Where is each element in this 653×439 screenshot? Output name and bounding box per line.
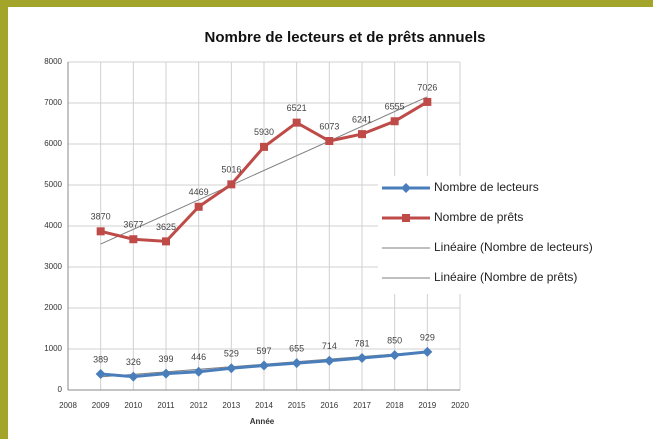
x-tick-label: 2010 [124, 401, 142, 410]
legend-label: Nombre de lecteurs [434, 180, 539, 194]
data-label: 929 [420, 332, 435, 342]
marker [259, 360, 269, 371]
marker [389, 350, 400, 361]
data-label: 597 [256, 346, 271, 356]
data-label: 5016 [221, 165, 241, 175]
x-tick-label: 2013 [222, 401, 240, 410]
data-label: 3870 [91, 212, 111, 222]
x-tick-label: 2017 [353, 401, 371, 410]
y-tick-label: 5000 [44, 180, 62, 189]
frame-left [0, 0, 8, 439]
x-tick-label: 2009 [92, 401, 110, 410]
data-label: 714 [322, 341, 337, 351]
x-tick-label: 2019 [418, 401, 436, 410]
marker [161, 368, 171, 379]
y-tick-label: 4000 [44, 221, 62, 230]
legend-label: Nombre de prêts [434, 210, 523, 224]
data-label: 5930 [254, 127, 274, 137]
marker [291, 358, 302, 369]
x-tick-label: 2015 [288, 401, 306, 410]
data-label: 529 [224, 349, 239, 359]
frame-top [0, 0, 653, 7]
marker [129, 235, 138, 244]
legend-label: Linéaire (Nombre de prêts) [434, 270, 577, 284]
y-tick-label: 2000 [44, 303, 62, 312]
legend-label: Linéaire (Nombre de lecteurs) [434, 240, 593, 254]
data-label: 850 [387, 336, 402, 346]
marker [162, 237, 170, 246]
y-tick-label: 7000 [44, 98, 62, 107]
data-label: 7026 [417, 82, 437, 92]
y-tick-label: 1000 [44, 344, 62, 353]
x-tick-label: 2011 [157, 401, 175, 410]
data-label: 6073 [319, 121, 339, 131]
data-label: 389 [93, 354, 108, 364]
data-label: 6521 [287, 103, 307, 113]
marker [128, 371, 139, 382]
marker [96, 227, 105, 236]
chart-title: Nombre de lecteurs et de prêts annuels [205, 29, 486, 46]
marker [357, 352, 367, 363]
x-axis-title: Année [250, 417, 275, 426]
marker [324, 355, 335, 366]
marker [193, 366, 204, 377]
marker [422, 346, 433, 357]
marker [390, 117, 399, 126]
y-tick-label: 0 [58, 385, 63, 394]
data-label: 446 [191, 352, 206, 362]
data-label: 6555 [385, 102, 405, 112]
marker [260, 142, 268, 151]
x-tick-label: 2016 [320, 401, 338, 410]
marker [325, 137, 334, 146]
y-tick-label: 8000 [44, 57, 62, 66]
legend-box [378, 176, 648, 294]
data-label: 4469 [189, 187, 209, 197]
x-tick-label: 2012 [190, 401, 208, 410]
legend-marker [402, 214, 410, 222]
data-label: 781 [354, 338, 369, 348]
data-label: 3677 [123, 220, 143, 230]
marker [423, 97, 432, 106]
marker [226, 363, 237, 374]
series-line [100, 96, 428, 245]
y-tick-label: 6000 [44, 139, 62, 148]
x-tick-label: 2014 [255, 401, 273, 410]
marker [292, 118, 301, 127]
x-tick-label: 2020 [451, 401, 469, 410]
marker [358, 130, 366, 139]
x-tick-label: 2018 [386, 401, 404, 410]
marker [227, 180, 236, 189]
data-label: 399 [158, 354, 173, 364]
marker [95, 369, 106, 380]
marker [194, 202, 203, 211]
y-tick-label: 3000 [44, 262, 62, 271]
data-label: 326 [126, 357, 141, 367]
data-label: 6241 [352, 114, 372, 124]
x-tick-label: 2008 [59, 401, 77, 410]
data-label: 655 [289, 344, 304, 354]
data-label: 3625 [156, 222, 176, 232]
legend-marker [401, 183, 411, 193]
